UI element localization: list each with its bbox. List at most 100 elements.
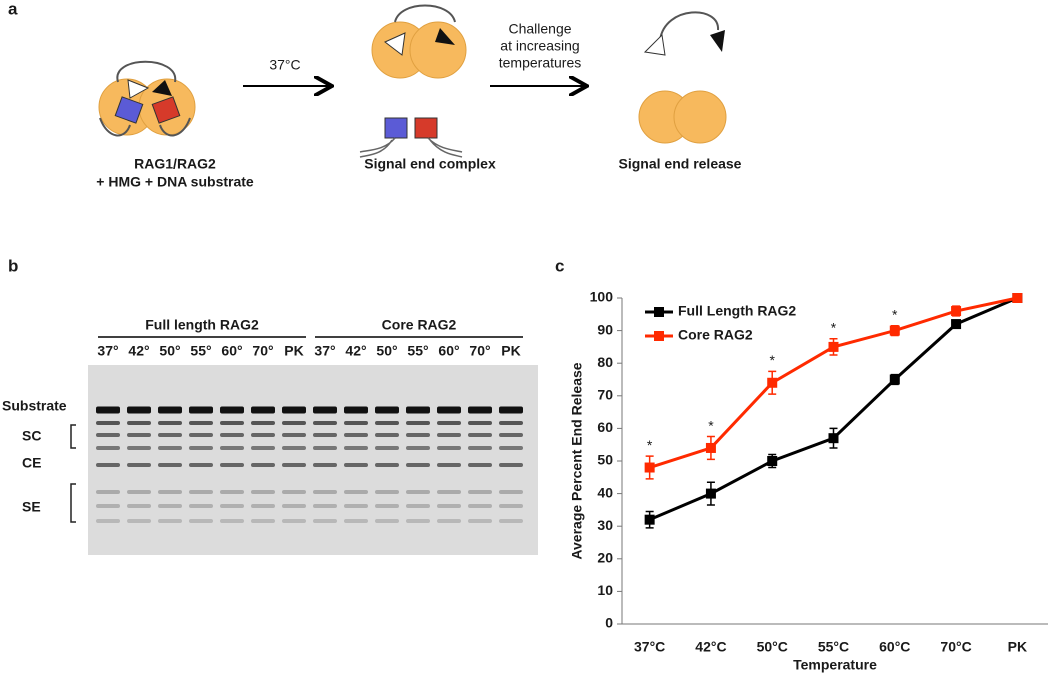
step-label: RAG1/RAG2 [134,156,216,172]
x-tick-label: 42°C [695,639,726,655]
gel-band [158,463,182,467]
lane-label: 60° [438,343,459,359]
lane-label: PK [284,343,303,359]
gel-band [499,421,523,425]
gel-band [251,421,275,425]
step-label: Signal end release [619,156,742,172]
y-tick-label: 50 [597,452,613,468]
gel-band [468,406,492,414]
gel-band [468,519,492,523]
gel-band [313,421,337,425]
gel-band [375,446,399,450]
gel-band [127,504,151,508]
gel-band [189,421,213,425]
data-point [951,306,962,317]
gel-band [158,504,182,508]
data-point [644,514,655,525]
gel-band [220,446,244,450]
gel-band [344,446,368,450]
gel-band [282,446,306,450]
complex-3 [638,11,727,144]
gel-band [96,446,120,450]
gel-band [158,421,182,425]
complex-2 [359,4,467,158]
lane-label: 50° [159,343,180,359]
lane-label: 70° [469,343,490,359]
data-point [889,325,900,336]
gel-band [127,433,151,437]
gel-band [127,446,151,450]
y-axis-title: Average Percent End Release [569,362,585,559]
gel-band [313,433,337,437]
gel-band [282,433,306,437]
gel-band [375,406,399,414]
y-tick-label: 80 [597,354,613,370]
gel-band [499,490,523,494]
gel-band [344,463,368,467]
panel-label: c [555,256,564,275]
data-point [951,319,962,330]
gel-band [437,490,461,494]
gel-band [158,433,182,437]
data-point [889,374,900,385]
gel-band [189,446,213,450]
gel-band [158,446,182,450]
lane-label: 42° [128,343,149,359]
gel-band [189,490,213,494]
x-tick-label: 50°C [757,639,788,655]
gel-band [96,463,120,467]
y-tick-label: 60 [597,419,613,435]
gel-band [468,490,492,494]
gel-band [468,504,492,508]
y-tick-label: 40 [597,484,613,500]
significance-mark: * [708,417,714,433]
gel-band [406,519,430,523]
gel-band [220,463,244,467]
significance-mark: * [769,352,775,368]
gel-band [189,463,213,467]
gel-band [189,433,213,437]
lane-label: 55° [190,343,211,359]
gel-band [189,519,213,523]
gel-band [282,406,306,414]
gel-band [499,519,523,523]
gel-band [437,406,461,414]
gel-band [251,433,275,437]
gel-band [251,490,275,494]
gel-band [499,463,523,467]
gel-band [127,406,151,414]
gel-band [375,421,399,425]
gel-band [282,504,306,508]
gel-band [313,463,337,467]
gel-bands [96,406,523,523]
x-tick-label: 70°C [940,639,971,655]
gel-band [251,519,275,523]
gel-band [282,463,306,467]
gel-band [499,406,523,414]
gel-band [437,519,461,523]
significance-mark: * [647,437,653,453]
gel-band [96,421,120,425]
gel-band [375,463,399,467]
complex-1 [98,60,196,137]
gel-band [375,519,399,523]
gel-band [499,433,523,437]
gel-band [251,504,275,508]
gel-band [158,490,182,494]
gel-band [127,421,151,425]
gel-band [251,446,275,450]
data-point [767,377,778,388]
gel-band [313,406,337,414]
arrow-label: Challenge [508,21,571,37]
gel-band [189,504,213,508]
data-point [644,462,655,473]
gel-band [437,446,461,450]
gel-band [96,504,120,508]
gel-band [96,433,120,437]
gel-band [282,490,306,494]
gel-band [189,406,213,414]
gel-band [344,519,368,523]
gel-band [344,406,368,414]
gel-band [220,519,244,523]
y-tick-label: 10 [597,582,613,598]
